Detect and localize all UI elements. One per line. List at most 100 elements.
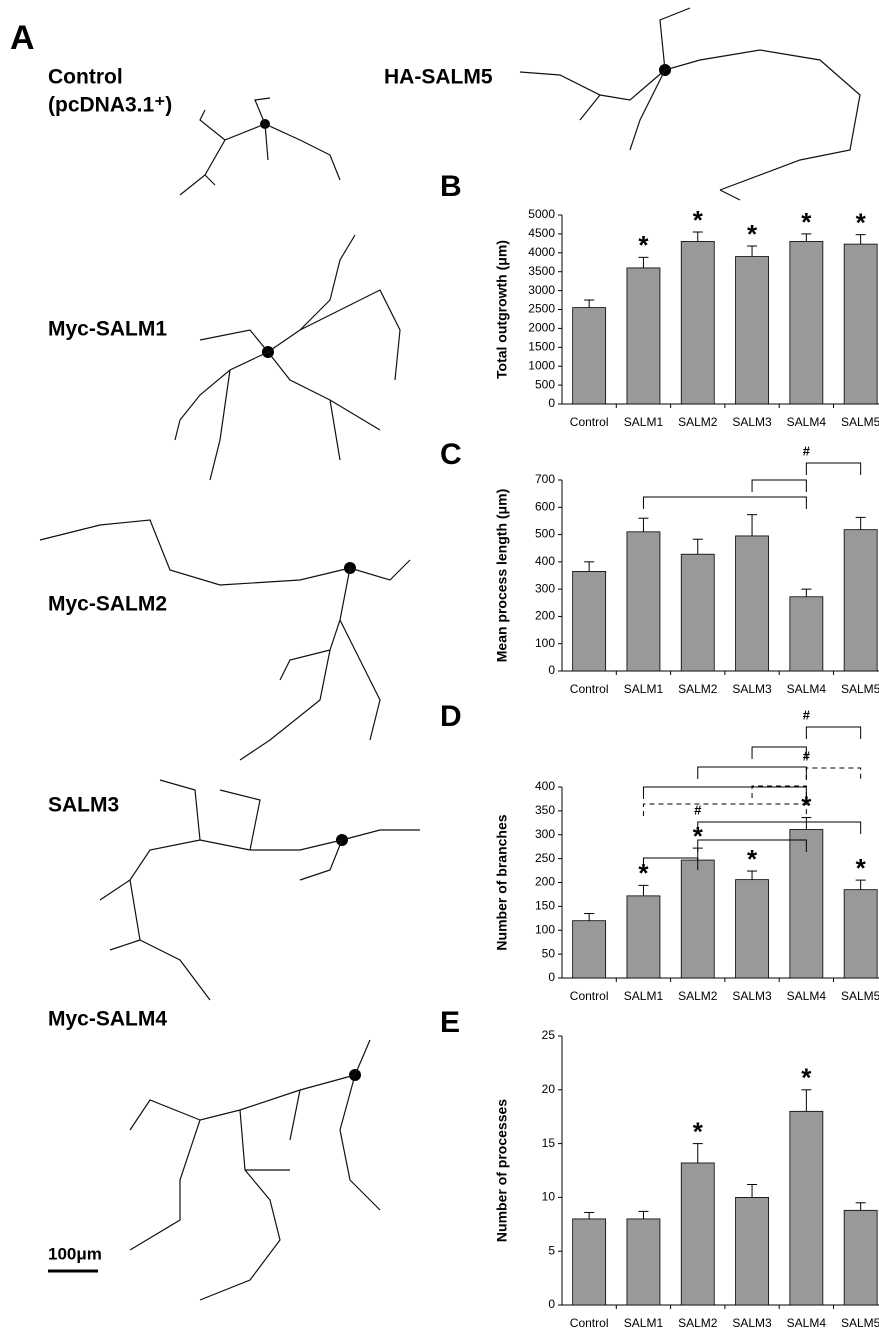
x-tick-label: SALM5	[841, 415, 879, 429]
y-tick-label: 25	[542, 1028, 556, 1042]
neuron-label: Myc-SALM1	[48, 318, 167, 341]
significance-marker: *	[856, 208, 867, 238]
neuron-label: Control	[48, 66, 123, 89]
x-tick-label: SALM3	[732, 682, 772, 696]
bar	[790, 1111, 823, 1305]
y-tick-label: 200	[535, 609, 555, 623]
significance-marker: *	[747, 219, 758, 249]
significance-marker: *	[856, 853, 867, 883]
y-tick-label: 250	[535, 851, 555, 865]
x-tick-label: Control	[570, 1316, 609, 1330]
figure: A Control (pcDNA3.1⁺) HA-SALM5 Myc-SALM1…	[0, 0, 879, 1332]
panel-label: D	[440, 700, 462, 733]
bar	[844, 244, 877, 404]
x-tick-label: SALM5	[841, 989, 879, 1003]
comparison-bracket	[698, 767, 807, 779]
bar	[844, 1210, 877, 1305]
x-tick-label: SALM2	[678, 682, 718, 696]
comparison-bracket	[643, 497, 806, 509]
comparison-bracket	[806, 727, 860, 739]
y-tick-label: 500	[535, 377, 555, 391]
y-tick-label: 300	[535, 581, 555, 595]
y-tick-label: 700	[535, 472, 555, 486]
bar	[736, 880, 769, 978]
bar	[573, 921, 606, 978]
x-tick-label: SALM2	[678, 1316, 718, 1330]
neuron-label: SALM3	[48, 794, 119, 817]
panel-label: A	[10, 19, 35, 57]
y-tick-label: 5000	[528, 207, 555, 221]
comparison-bracket	[806, 463, 860, 475]
bar	[681, 860, 714, 978]
y-tick-label: 300	[535, 827, 555, 841]
y-tick-label: 150	[535, 899, 555, 913]
y-tick-label: 0	[548, 970, 555, 984]
x-tick-label: SALM1	[624, 1316, 664, 1330]
y-tick-label: 600	[535, 499, 555, 513]
bar	[681, 1163, 714, 1305]
x-tick-label: SALM4	[787, 682, 827, 696]
scale-bar-label: 100μm	[48, 1244, 102, 1263]
x-tick-label: SALM2	[678, 989, 718, 1003]
bar	[573, 308, 606, 404]
comparison-bracket	[643, 787, 806, 799]
y-tick-label: 20	[542, 1082, 556, 1096]
bar	[573, 1219, 606, 1305]
y-tick-label: 1000	[528, 358, 555, 372]
significance-marker: *	[638, 230, 649, 260]
bar	[627, 268, 660, 404]
panel-label: E	[440, 1006, 460, 1039]
y-tick-label: 2500	[528, 302, 555, 316]
x-tick-label: SALM4	[787, 1316, 827, 1330]
bar	[790, 241, 823, 404]
y-axis-label: Number of branches	[494, 814, 510, 950]
bar	[736, 536, 769, 671]
neuron-label: HA-SALM5	[384, 66, 493, 89]
significance-marker: *	[801, 207, 812, 237]
panel-label: B	[440, 170, 462, 203]
y-axis-label: Total outgrowth (μm)	[494, 240, 510, 379]
x-tick-label: Control	[570, 415, 609, 429]
x-tick-label: SALM3	[732, 415, 772, 429]
y-tick-label: 200	[535, 875, 555, 889]
bar	[790, 597, 823, 671]
y-tick-label: 0	[548, 1297, 555, 1311]
x-tick-label: Control	[570, 989, 609, 1003]
x-tick-label: SALM4	[787, 989, 827, 1003]
x-tick-label: SALM5	[841, 1316, 879, 1330]
x-tick-label: SALM5	[841, 682, 879, 696]
y-tick-label: 50	[542, 946, 556, 960]
panel-label: C	[440, 438, 462, 471]
y-tick-label: 4000	[528, 245, 555, 259]
comparison-bracket	[752, 480, 806, 492]
bar	[736, 1197, 769, 1305]
x-tick-label: SALM1	[624, 989, 664, 1003]
neuron-label: (pcDNA3.1⁺)	[48, 94, 172, 117]
y-tick-label: 10	[542, 1190, 556, 1204]
bar	[627, 896, 660, 978]
y-axis-label: Number of processes	[494, 1099, 510, 1242]
x-tick-label: Control	[570, 682, 609, 696]
significance-marker: *	[693, 205, 704, 235]
comparison-label: #	[803, 707, 811, 722]
y-tick-label: 1500	[528, 339, 555, 353]
y-tick-label: 400	[535, 554, 555, 568]
x-tick-label: SALM2	[678, 415, 718, 429]
y-tick-label: 0	[548, 396, 555, 410]
y-tick-label: 100	[535, 636, 555, 650]
y-tick-label: 100	[535, 922, 555, 936]
bar	[844, 890, 877, 978]
comparison-bracket	[698, 822, 861, 834]
comparison-label: #	[694, 802, 702, 817]
significance-marker: *	[747, 844, 758, 874]
comparison-label: #	[803, 443, 811, 458]
comparison-bracket	[806, 768, 860, 780]
comparison-bracket	[643, 804, 806, 816]
significance-marker: *	[693, 1116, 704, 1146]
bar	[573, 571, 606, 671]
y-tick-label: 350	[535, 803, 555, 817]
significance-marker: *	[801, 1063, 812, 1093]
x-tick-label: SALM3	[732, 1316, 772, 1330]
y-tick-label: 2000	[528, 321, 555, 335]
comparison-bracket	[752, 786, 806, 798]
